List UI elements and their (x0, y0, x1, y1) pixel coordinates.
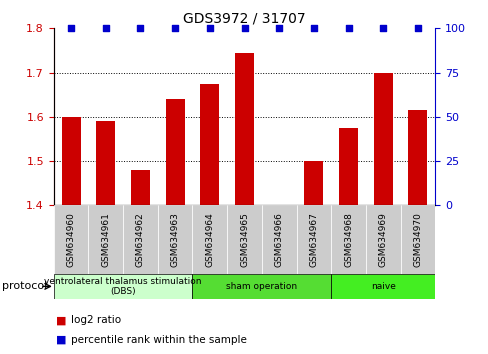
Bar (54, 205, 88, 274)
Bar (407, 110, 427, 205)
Title: GDS3972 / 31707: GDS3972 / 31707 (183, 12, 305, 26)
Bar (338, 128, 357, 205)
Bar (131, 170, 150, 205)
Bar (192, 274, 330, 299)
Text: GSM634962: GSM634962 (136, 212, 144, 267)
Text: GSM634969: GSM634969 (378, 212, 387, 267)
Bar (123, 205, 158, 274)
Point (136, 25, 144, 31)
Point (309, 25, 317, 31)
Bar (373, 73, 392, 205)
Bar (158, 205, 192, 274)
Text: GSM634960: GSM634960 (66, 212, 76, 267)
Point (344, 25, 352, 31)
Text: GSM634961: GSM634961 (101, 212, 110, 267)
Text: GSM634964: GSM634964 (205, 212, 214, 267)
Text: GSM634970: GSM634970 (412, 212, 422, 267)
Point (240, 25, 248, 31)
Point (171, 25, 179, 31)
Bar (165, 99, 184, 205)
Bar (54, 274, 192, 299)
Bar (61, 117, 81, 205)
Bar (200, 84, 219, 205)
Bar (330, 205, 365, 274)
Bar (304, 161, 323, 205)
Bar (235, 53, 254, 205)
Text: ventrolateral thalamus stimulation
(DBS): ventrolateral thalamus stimulation (DBS) (44, 277, 202, 296)
Bar (261, 205, 296, 274)
Bar (365, 205, 400, 274)
Bar (400, 205, 434, 274)
Point (102, 25, 109, 31)
Text: GSM634966: GSM634966 (274, 212, 283, 267)
Text: GSM634967: GSM634967 (309, 212, 318, 267)
Text: GSM634965: GSM634965 (240, 212, 248, 267)
Text: ■: ■ (56, 315, 66, 325)
Bar (296, 205, 330, 274)
Point (205, 25, 213, 31)
Bar (96, 121, 115, 205)
Text: percentile rank within the sample: percentile rank within the sample (71, 335, 246, 345)
Point (413, 25, 421, 31)
Bar (330, 274, 434, 299)
Text: sham operation: sham operation (226, 282, 297, 291)
Text: GSM634963: GSM634963 (170, 212, 179, 267)
Text: GSM634968: GSM634968 (344, 212, 352, 267)
Point (379, 25, 386, 31)
Text: ■: ■ (56, 335, 66, 345)
Bar (192, 205, 227, 274)
Bar (227, 205, 261, 274)
Text: naive: naive (370, 282, 395, 291)
Text: log2 ratio: log2 ratio (71, 315, 121, 325)
Point (275, 25, 283, 31)
Text: protocol: protocol (2, 281, 48, 291)
Bar (88, 205, 123, 274)
Point (67, 25, 75, 31)
